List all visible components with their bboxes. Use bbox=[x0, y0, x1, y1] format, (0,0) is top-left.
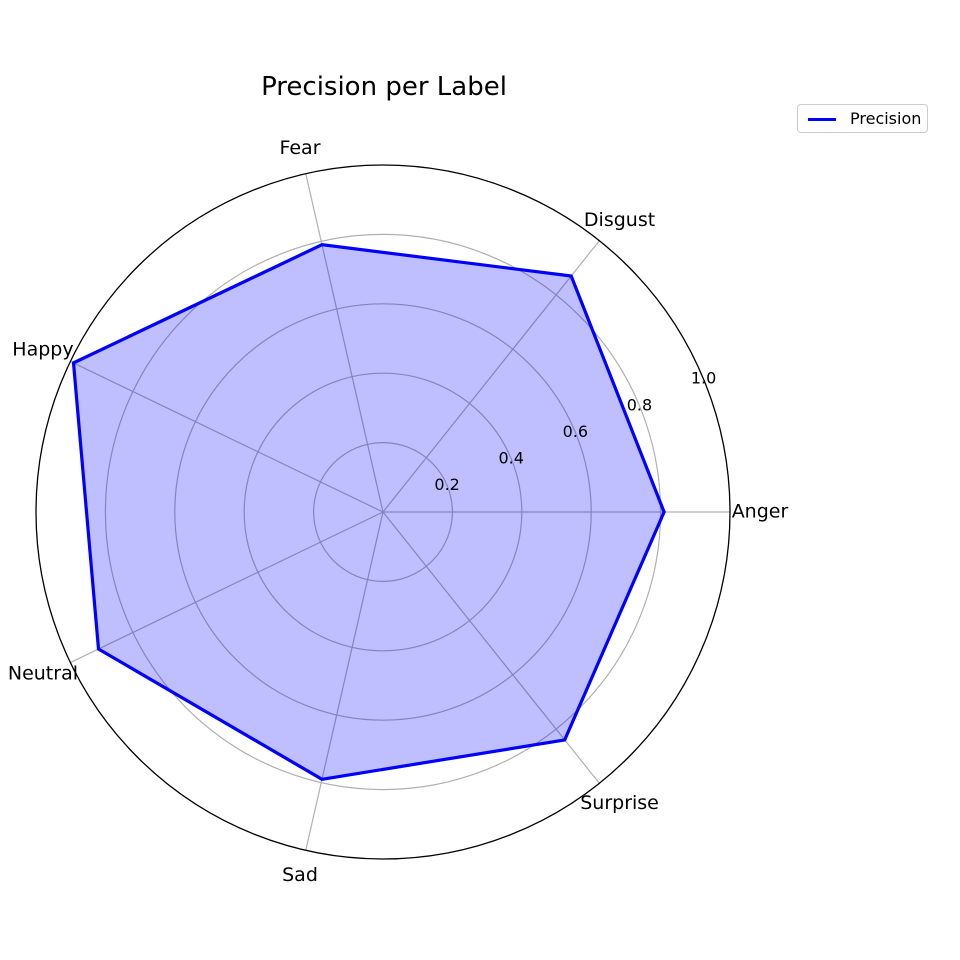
category-label: Fear bbox=[279, 137, 320, 159]
legend: Precision bbox=[797, 104, 928, 133]
radial-tick-label: 0.2 bbox=[434, 475, 459, 494]
spoke-gridline bbox=[70, 360, 384, 513]
outer-ring bbox=[35, 164, 731, 860]
spoke-gridline bbox=[382, 240, 600, 513]
category-label: Surprise bbox=[580, 792, 659, 814]
grid-layer bbox=[35, 164, 731, 860]
radial-tick-label: 0.8 bbox=[627, 395, 652, 414]
spoke-gridline bbox=[305, 511, 384, 851]
spoke-gridline bbox=[382, 511, 600, 784]
category-label: Neutral bbox=[8, 662, 78, 684]
data-layer bbox=[71, 243, 666, 781]
label-layer: 0.2 0.4 0.6 0.8 1.0 Anger Disgust Fear Happy Neut… bbox=[8, 137, 789, 886]
radial-tick-label: 0.6 bbox=[563, 422, 588, 441]
category-label: Anger bbox=[732, 501, 789, 523]
radial-tick-label: 0.4 bbox=[499, 448, 524, 467]
legend-label-precision: Precision bbox=[850, 109, 922, 128]
radial-tick-label: 1.0 bbox=[691, 369, 716, 388]
category-label: Disgust bbox=[584, 209, 655, 231]
spoke-gridline bbox=[305, 173, 384, 513]
legend-swatch-precision bbox=[808, 118, 836, 121]
category-label: Sad bbox=[282, 864, 318, 886]
chart-title: Precision per Label bbox=[261, 72, 507, 102]
category-label: Happy bbox=[12, 339, 73, 361]
series-line bbox=[71, 243, 666, 781]
spoke-gridline bbox=[70, 511, 384, 664]
series-area-fill bbox=[73, 244, 665, 780]
